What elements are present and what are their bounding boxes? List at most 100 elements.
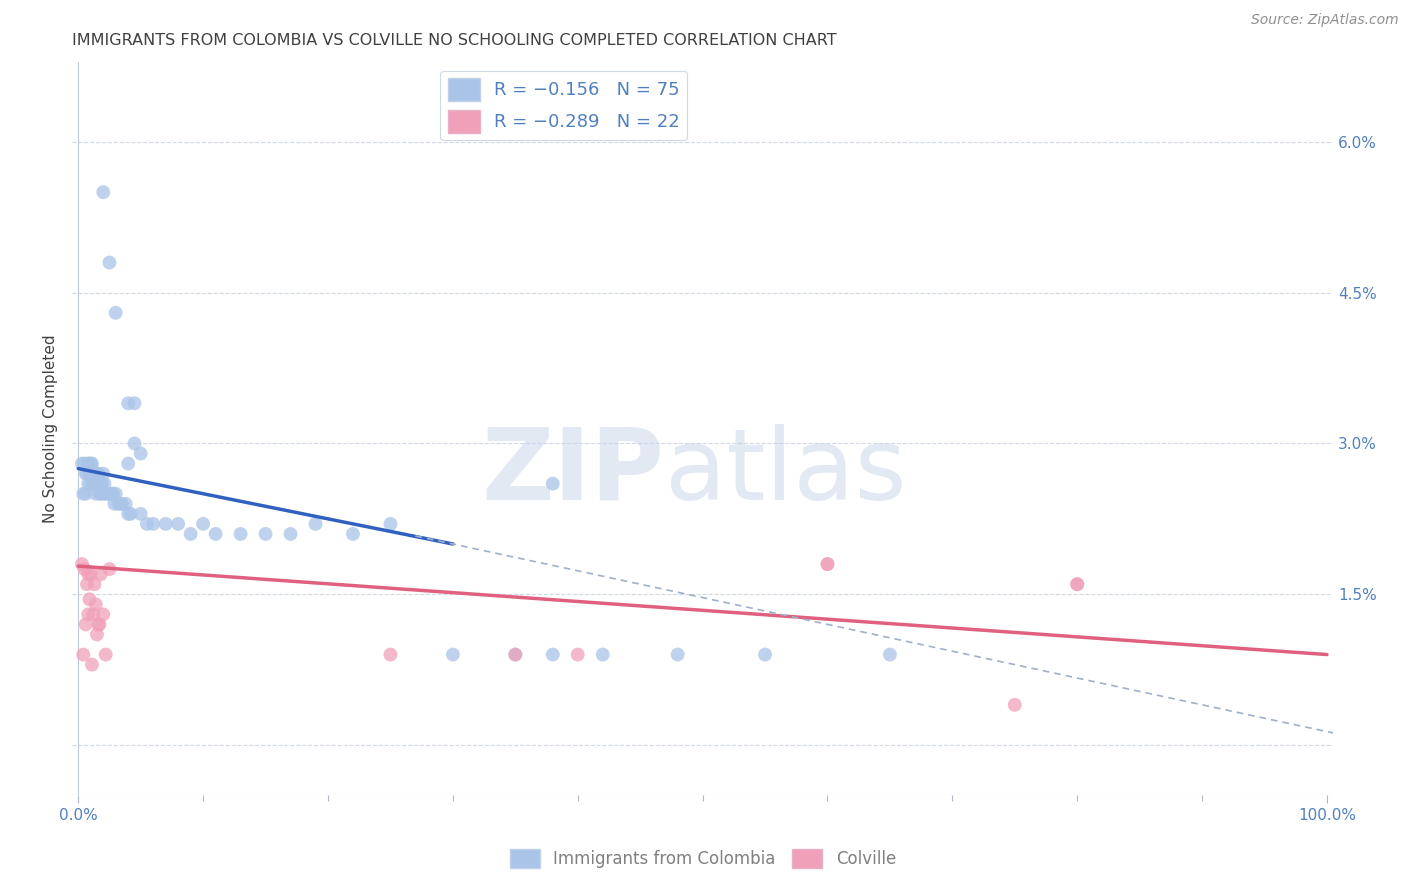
Point <box>77 607 100 622</box>
Point <box>86 476 108 491</box>
Point <box>96 487 118 501</box>
Point <box>754 648 776 662</box>
Text: Source: ZipAtlas.com: Source: ZipAtlas.com <box>1251 13 1399 28</box>
Point <box>82 467 104 481</box>
Point <box>76 467 98 481</box>
Point <box>91 185 114 199</box>
Point <box>72 648 94 662</box>
Y-axis label: No Schooling Completed: No Schooling Completed <box>44 334 58 523</box>
Point <box>380 648 402 662</box>
Point <box>117 507 139 521</box>
Point <box>567 648 589 662</box>
Point <box>87 467 110 481</box>
Point <box>91 607 114 622</box>
Point <box>87 476 110 491</box>
Point <box>86 467 108 481</box>
Point <box>80 457 103 471</box>
Point <box>101 487 124 501</box>
Point <box>879 648 901 662</box>
Point <box>72 487 94 501</box>
Point <box>83 476 105 491</box>
Point <box>93 476 115 491</box>
Point <box>76 577 98 591</box>
Point <box>70 557 93 571</box>
Point <box>817 557 839 571</box>
Point <box>1004 698 1026 712</box>
Point <box>167 516 190 531</box>
Point <box>75 487 97 501</box>
Point <box>100 487 122 501</box>
Point <box>155 516 177 531</box>
Point <box>342 527 364 541</box>
Point <box>111 497 134 511</box>
Point <box>70 457 93 471</box>
Point <box>98 562 121 576</box>
Point <box>77 476 100 491</box>
Point <box>120 507 142 521</box>
Point <box>107 497 129 511</box>
Point <box>98 255 121 269</box>
Point <box>124 396 146 410</box>
Point <box>89 476 111 491</box>
Point <box>541 476 564 491</box>
Point <box>75 617 97 632</box>
Point <box>94 487 117 501</box>
Point <box>89 487 111 501</box>
Point <box>82 607 104 622</box>
Point <box>98 487 121 501</box>
Point <box>592 648 614 662</box>
Point <box>73 562 96 576</box>
Point <box>91 476 114 491</box>
Point <box>110 497 132 511</box>
Point <box>83 577 105 591</box>
Point <box>191 516 214 531</box>
Point <box>142 516 165 531</box>
Text: ZIP: ZIP <box>482 424 665 521</box>
Point <box>80 457 103 471</box>
Point <box>117 396 139 410</box>
Point <box>80 467 103 481</box>
Point <box>79 457 101 471</box>
Point <box>114 497 136 511</box>
Point <box>280 527 302 541</box>
Point <box>80 567 103 582</box>
Point <box>204 527 226 541</box>
Point <box>89 617 111 632</box>
Point <box>505 648 527 662</box>
Point <box>136 516 159 531</box>
Point <box>380 516 402 531</box>
Point <box>83 467 105 481</box>
Point <box>129 446 152 460</box>
Point <box>441 648 464 662</box>
Point <box>80 657 103 672</box>
Point <box>84 476 107 491</box>
Point <box>84 487 107 501</box>
Point <box>77 457 100 471</box>
Point <box>87 617 110 632</box>
Point <box>104 306 127 320</box>
Legend: Immigrants from Colombia, Colville: Immigrants from Colombia, Colville <box>503 842 903 875</box>
Point <box>90 487 112 501</box>
Point <box>73 457 96 471</box>
Point <box>84 597 107 611</box>
Point <box>77 567 100 582</box>
Point <box>90 567 112 582</box>
Point <box>817 557 839 571</box>
Text: IMMIGRANTS FROM COLOMBIA VS COLVILLE NO SCHOOLING COMPLETED CORRELATION CHART: IMMIGRANTS FROM COLOMBIA VS COLVILLE NO … <box>72 33 837 48</box>
Point <box>117 457 139 471</box>
Point <box>1066 577 1088 591</box>
Text: atlas: atlas <box>665 424 907 521</box>
Point <box>94 648 117 662</box>
Point <box>124 436 146 450</box>
Point <box>103 487 125 501</box>
Point <box>541 648 564 662</box>
Point <box>82 476 104 491</box>
Point <box>103 497 125 511</box>
Point <box>254 527 277 541</box>
Point <box>80 476 103 491</box>
Point <box>79 592 101 607</box>
Point <box>91 487 114 501</box>
Point <box>86 627 108 641</box>
Point <box>79 467 101 481</box>
Point <box>180 527 202 541</box>
